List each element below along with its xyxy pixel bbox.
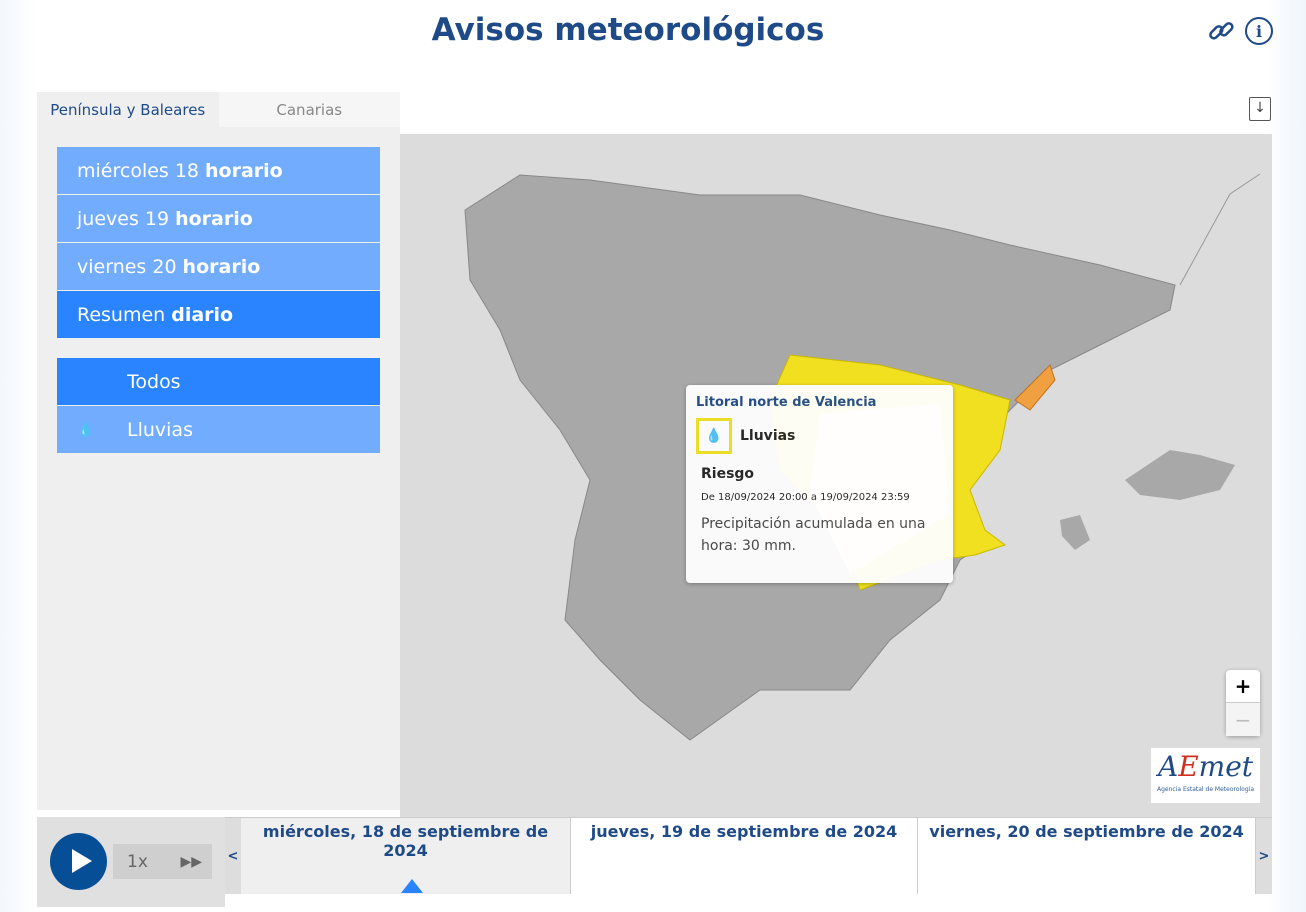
zoom-out-button[interactable]: − (1226, 703, 1260, 736)
filter-rain[interactable]: 💧 Lluvias (57, 406, 380, 453)
rain-drops-icon: 💧 (77, 421, 95, 438)
summary-button[interactable]: Resumen diario (57, 291, 380, 338)
speed-label: 1x (127, 851, 148, 872)
day-label: miércoles 18 (77, 159, 200, 182)
svg-text:i: i (1256, 22, 1262, 41)
zoom-control: + − (1226, 670, 1260, 736)
balearic-islands (1060, 515, 1090, 550)
animation-player: 1x ▶▶ (37, 817, 225, 907)
mode-label: horario (182, 255, 261, 278)
filter-all[interactable]: Todos (57, 358, 380, 405)
day-label: Resumen (77, 303, 166, 326)
date-label: viernes, 20 de septiembre de 2024 (929, 822, 1244, 841)
warning-popup: Litoral norte de Valencia 💧 Lluvias Riesg… (686, 385, 953, 583)
day-button-friday[interactable]: viernes 20 horario (57, 243, 380, 290)
date-label: jueves, 19 de septiembre de 2024 (590, 822, 898, 841)
page-title: Avisos meteorológicos (431, 12, 825, 48)
info-icon[interactable]: i (1244, 16, 1274, 46)
tab-canarias[interactable]: Canarias (218, 92, 400, 127)
zoom-in-button[interactable]: + (1226, 670, 1260, 703)
timeline-prev-button[interactable]: < (225, 818, 241, 894)
timeline-next-button[interactable]: > (1256, 818, 1272, 894)
rain-drops-icon: 💧 (696, 418, 732, 454)
popup-zone: Litoral norte de Valencia (696, 395, 877, 410)
timeline-day[interactable]: viernes, 20 de septiembre de 2024 (918, 818, 1256, 894)
date-label: miércoles, 18 de septiembre de 2024 (262, 822, 549, 860)
orange-warning-region (1014, 364, 1056, 411)
balearic-islands (1125, 450, 1235, 500)
download-icon[interactable]: ↓ (1249, 97, 1271, 121)
popup-level: Riesgo (701, 466, 755, 482)
popup-phenomenon: Lluvias (740, 428, 796, 444)
filter-label: Todos (127, 370, 181, 393)
warnings-map[interactable]: Litoral norte de Valencia 💧 Lluvias Riesg… (400, 134, 1272, 817)
day-label: viernes 20 (77, 255, 177, 278)
aemet-logo: AEmet Agencia Estatal de Meteorología (1151, 748, 1260, 803)
left-panel: Península y Baleares Canarias miércoles … (37, 92, 400, 810)
timeline-day[interactable]: miércoles, 18 de septiembre de 2024 (241, 818, 571, 894)
timeline-day[interactable]: jueves, 19 de septiembre de 2024 (571, 818, 918, 894)
speed-control[interactable]: 1x ▶▶ (113, 844, 212, 879)
mode-label: horario (205, 159, 283, 182)
current-time-marker (401, 879, 423, 893)
filter-label: Lluvias (127, 418, 193, 441)
day-button-thursday[interactable]: jueves 19 horario (57, 195, 380, 242)
mode-label: horario (175, 207, 253, 230)
play-button[interactable] (50, 833, 107, 890)
day-label: jueves 19 (77, 207, 170, 230)
tab-peninsula[interactable]: Península y Baleares (37, 92, 219, 127)
day-button-wednesday[interactable]: miércoles 18 horario (57, 147, 380, 194)
mode-label: diario (171, 303, 234, 326)
timeline: < miércoles, 18 de septiembre de 2024 ju… (225, 817, 1272, 894)
popup-period: De 18/09/2024 20:00 a 19/09/2024 23:59 (701, 492, 910, 503)
popup-description: Precipitación acumulada en una hora: 30 … (701, 516, 926, 554)
border-line (1179, 173, 1261, 286)
link-icon[interactable] (1206, 16, 1236, 46)
fast-forward-icon[interactable]: ▶▶ (180, 853, 202, 870)
